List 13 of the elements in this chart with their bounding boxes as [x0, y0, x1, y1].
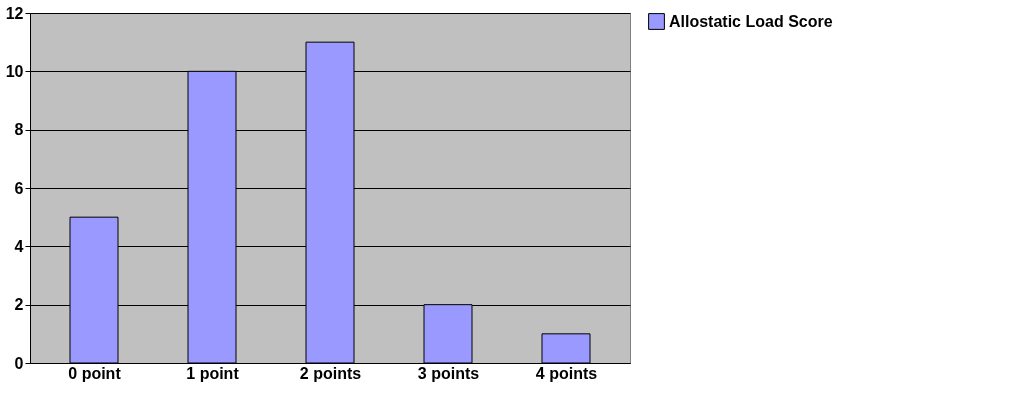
y-tick-label: 0 [14, 354, 24, 372]
y-tick-label: 8 [14, 121, 24, 139]
legend-label: Allostatic Load Score [669, 12, 833, 30]
x-tick-label: 0 point [68, 364, 122, 382]
x-tick-label: 1 point [186, 364, 240, 382]
y-tick-label: 12 [5, 4, 24, 22]
x-tick-label: 4 points [535, 364, 598, 382]
y-tick-label: 6 [14, 179, 24, 197]
x-tick-label: 2 points [299, 364, 362, 382]
y-tick-label: 10 [5, 62, 24, 80]
y-tick-label: 2 [14, 296, 24, 314]
y-tick-label: 4 [14, 237, 24, 255]
x-tick-label: 3 points [417, 364, 480, 382]
